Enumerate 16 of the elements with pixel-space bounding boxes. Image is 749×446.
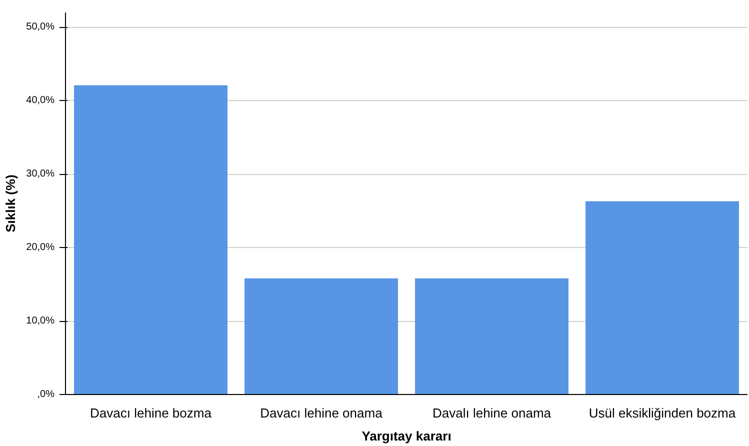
bar	[244, 278, 398, 394]
x-tick-label: Usül eksikliğinden bozma	[588, 406, 736, 420]
bar	[415, 278, 568, 394]
x-tick-label: Davacı lehine onama	[260, 406, 384, 420]
y-tick-label: 30,0%	[26, 168, 55, 180]
y-tick-label: 50,0%	[26, 22, 55, 33]
bar	[74, 85, 228, 394]
x-axis-title: Yargıtay kararı	[362, 428, 452, 444]
y-tick-label: ,0%	[37, 389, 55, 400]
y-tick-label: 40,0%	[26, 95, 55, 106]
y-tick-label: 20,0%	[26, 242, 55, 254]
y-tick-label: 10,0%	[26, 316, 55, 327]
x-tick-label: Davacı lehine bozma	[90, 406, 212, 420]
bar	[586, 201, 739, 394]
x-tick-label: Davalı lehine onama	[432, 406, 552, 420]
y-axis-title: Sıklık (%)	[3, 174, 18, 232]
